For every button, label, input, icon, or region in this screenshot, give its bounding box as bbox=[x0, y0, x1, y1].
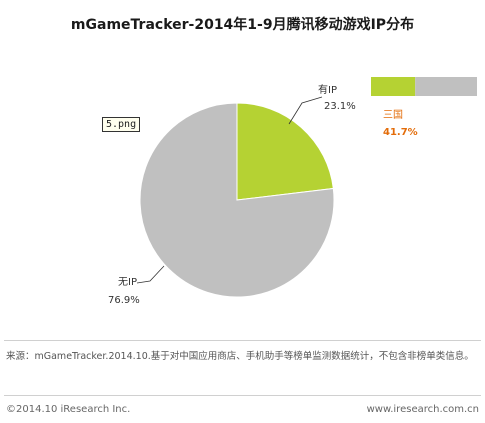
slice-value-without-ip: 76.9% bbox=[108, 295, 140, 306]
slice-label-with-ip: 有IP bbox=[318, 83, 337, 96]
breakdown-value-sanguo: 41.7% bbox=[383, 127, 418, 138]
pie-slices bbox=[139, 102, 335, 298]
source-note: 来源：mGameTracker.2014.10.基于对中国应用商店、手机助手等榜… bbox=[6, 351, 474, 362]
slice-label-without-ip: 无IP bbox=[118, 277, 137, 288]
pie-slice-without-ip bbox=[139, 102, 335, 298]
slice-value-with-ip: 23.1% bbox=[324, 101, 356, 112]
divider-top bbox=[4, 340, 481, 341]
site-link[interactable]: www.iresearch.com.cn bbox=[366, 404, 479, 415]
breakdown-segment-sanguo bbox=[371, 77, 416, 96]
divider-bottom bbox=[4, 395, 481, 396]
breakdown-segment-other bbox=[415, 77, 477, 96]
leader-lines bbox=[136, 96, 323, 284]
pie-slice-with-ip bbox=[236, 102, 334, 201]
leader-line-with-ip bbox=[288, 96, 323, 125]
leader-line-without-ip bbox=[136, 265, 165, 284]
breakdown-bar bbox=[371, 77, 477, 96]
copyright-text: ©2014.10 iResearch Inc. bbox=[6, 404, 131, 415]
file-tag: 5.png bbox=[102, 117, 141, 132]
chart-title: mGameTracker-2014年1-9月腾讯移动游戏IP分布 bbox=[70, 17, 415, 33]
breakdown-label-sanguo: 三国 bbox=[383, 109, 403, 121]
pie-chart: 有IP 23.1% 无IP 76.9% 三国 41.7% bbox=[108, 77, 477, 306]
